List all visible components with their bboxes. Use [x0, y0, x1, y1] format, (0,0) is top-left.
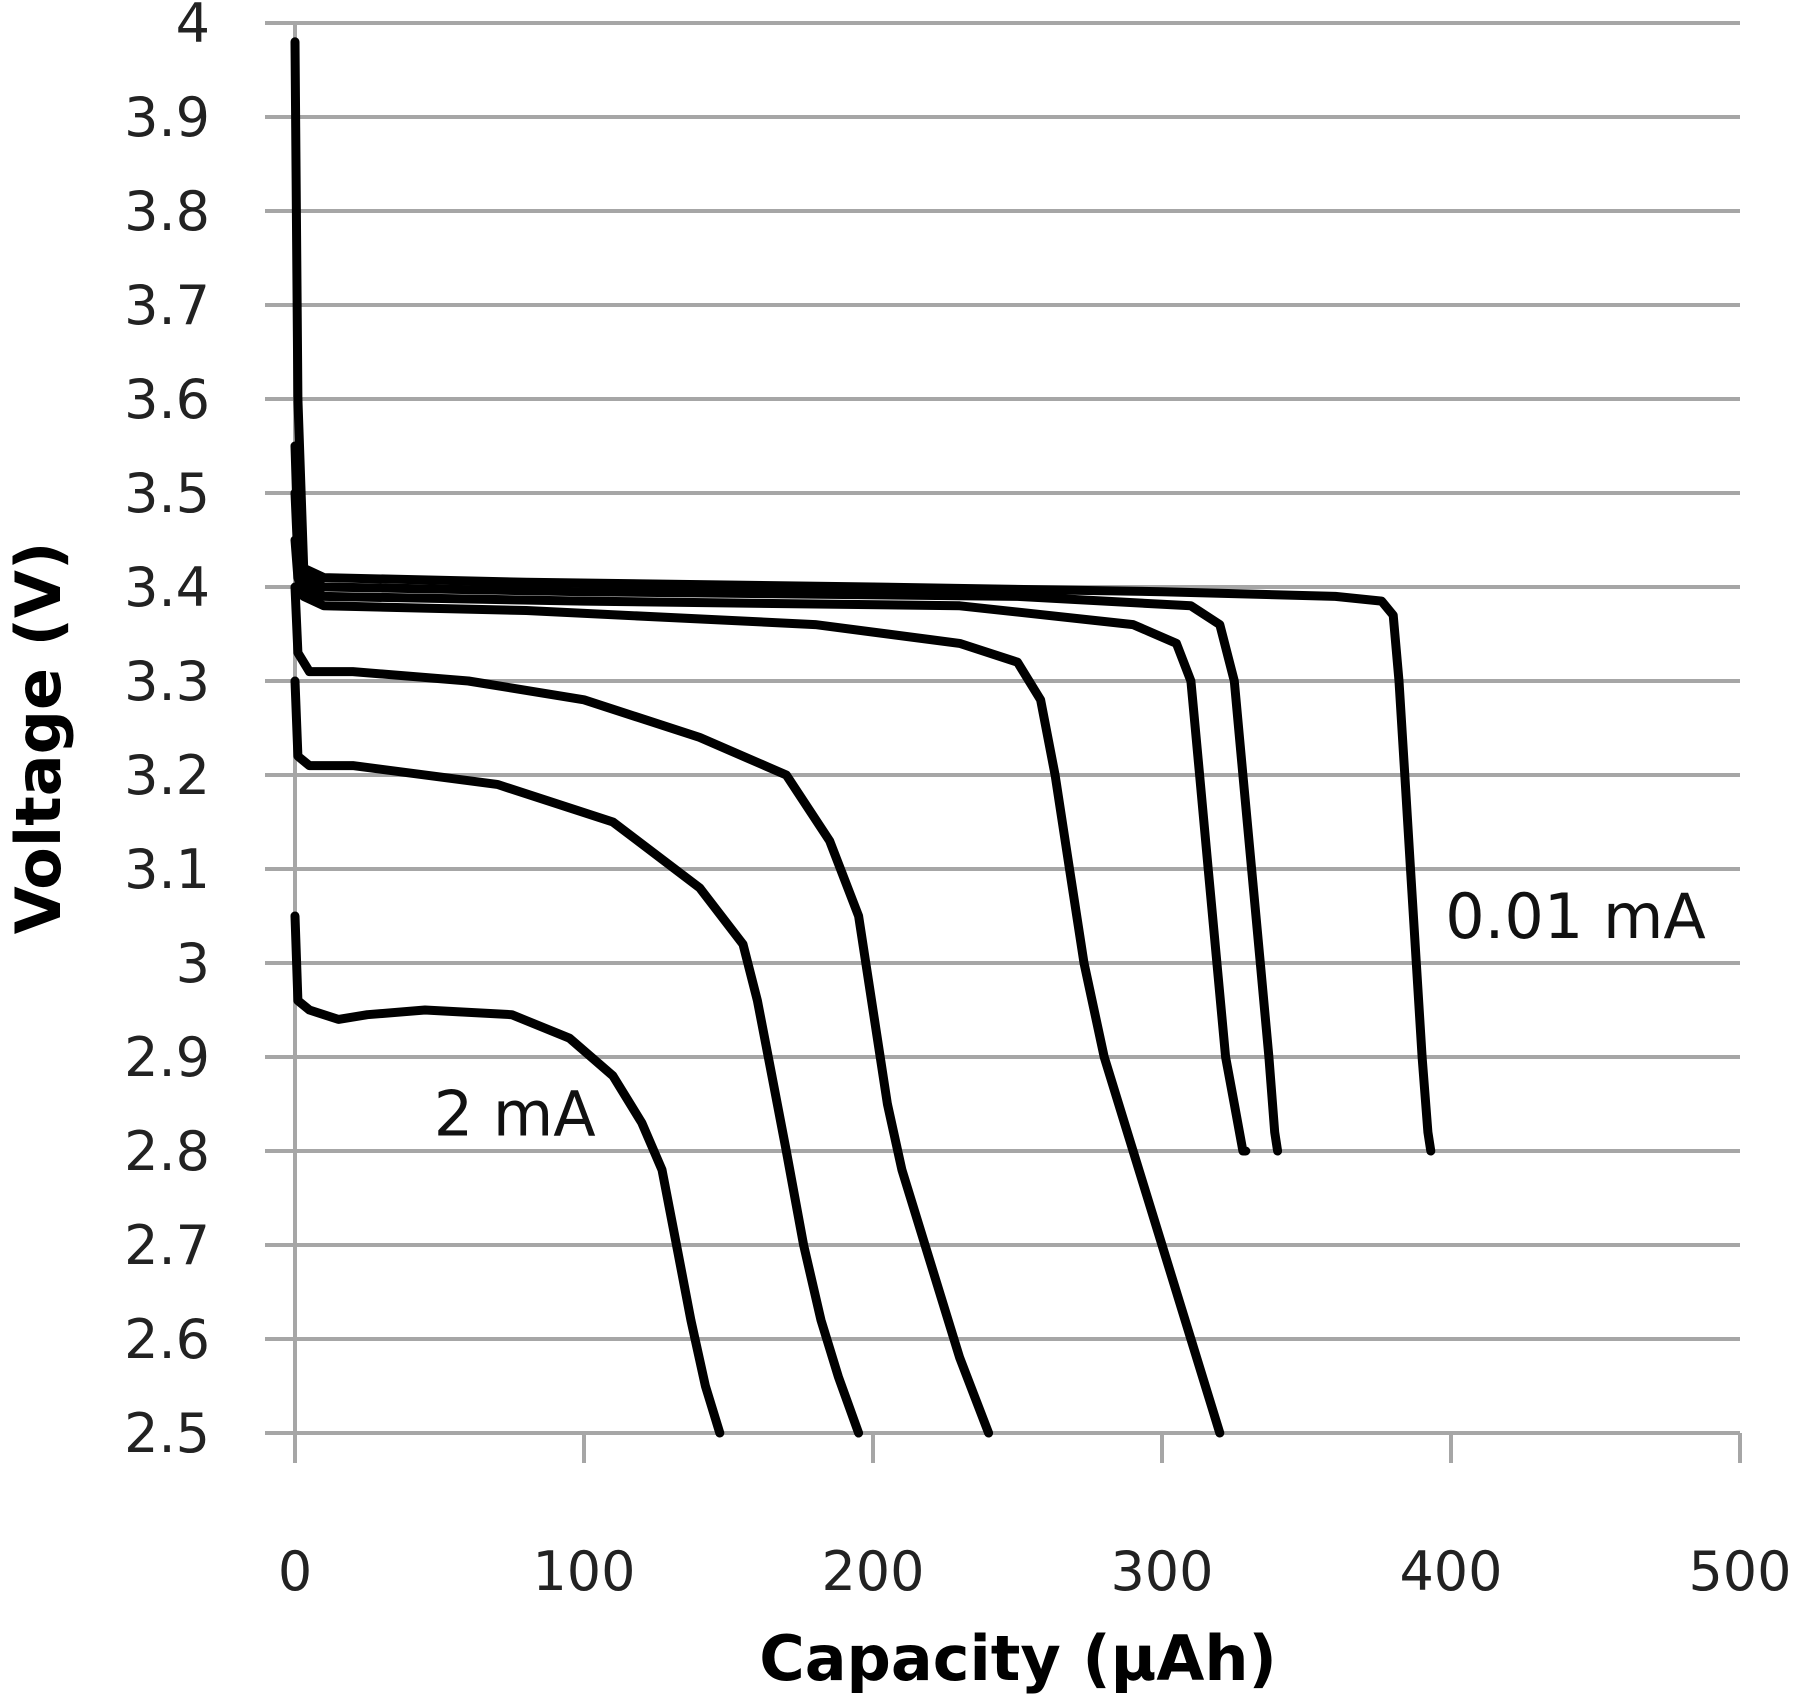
y-tick-label: 3: [176, 932, 210, 995]
series-line-6: [290, 676, 864, 1438]
x-axis-title: Capacity (µAh): [759, 1622, 1277, 1695]
x-tick-label: 400: [1399, 1540, 1502, 1603]
series-line-5: [290, 582, 994, 1438]
gridlines: [265, 21, 1740, 1435]
annotation-label-2: 2 mA: [434, 1077, 596, 1150]
y-tick-label: 3.4: [124, 556, 210, 619]
series-line-3: [290, 488, 1251, 1156]
y-tick-label: 4: [176, 0, 210, 55]
tick-labels: 2.5 2.6 2.7 2.8 2.9 3 3.1 3.2 3.3 3.4 3.5 3.6 3.7 3.8…: [124, 0, 1791, 1603]
series-lines: [290, 37, 1436, 1438]
y-tick-label: 3.3: [124, 650, 210, 713]
y-tick-label: 2.8: [124, 1120, 210, 1183]
y-tick-label: 3.7: [124, 274, 210, 337]
y-tick-label: 2.6: [124, 1308, 210, 1371]
y-tick-label: 3.6: [124, 368, 210, 431]
series-line-2: [290, 441, 1283, 1156]
y-tick-label: 3.8: [124, 180, 210, 243]
series-line-4: [290, 535, 1225, 1438]
y-tick-label: 2.9: [124, 1026, 210, 1089]
x-tick-label: 200: [821, 1540, 924, 1603]
x-tick-label: 300: [1110, 1540, 1213, 1603]
series-line-7: [290, 911, 725, 1438]
series-line-1: [290, 37, 1436, 1156]
y-axis-title: Voltage (V): [2, 542, 75, 935]
y-tick-label: 2.5: [124, 1402, 210, 1465]
x-tick-label: 100: [532, 1540, 635, 1603]
y-tick-label: 3.1: [124, 838, 210, 901]
annotation-label-1: 0.01 mA: [1445, 880, 1706, 953]
y-tick-label: 2.7: [124, 1214, 210, 1277]
y-tick-label: 3.9: [124, 86, 210, 149]
annotations: 0.01 mA 2 mA: [434, 880, 1706, 1150]
y-tick-label: 3.5: [124, 462, 210, 525]
x-tick-label: 0: [278, 1540, 312, 1603]
x-tick-label: 500: [1688, 1540, 1791, 1603]
y-tick-label: 3.2: [124, 744, 210, 807]
